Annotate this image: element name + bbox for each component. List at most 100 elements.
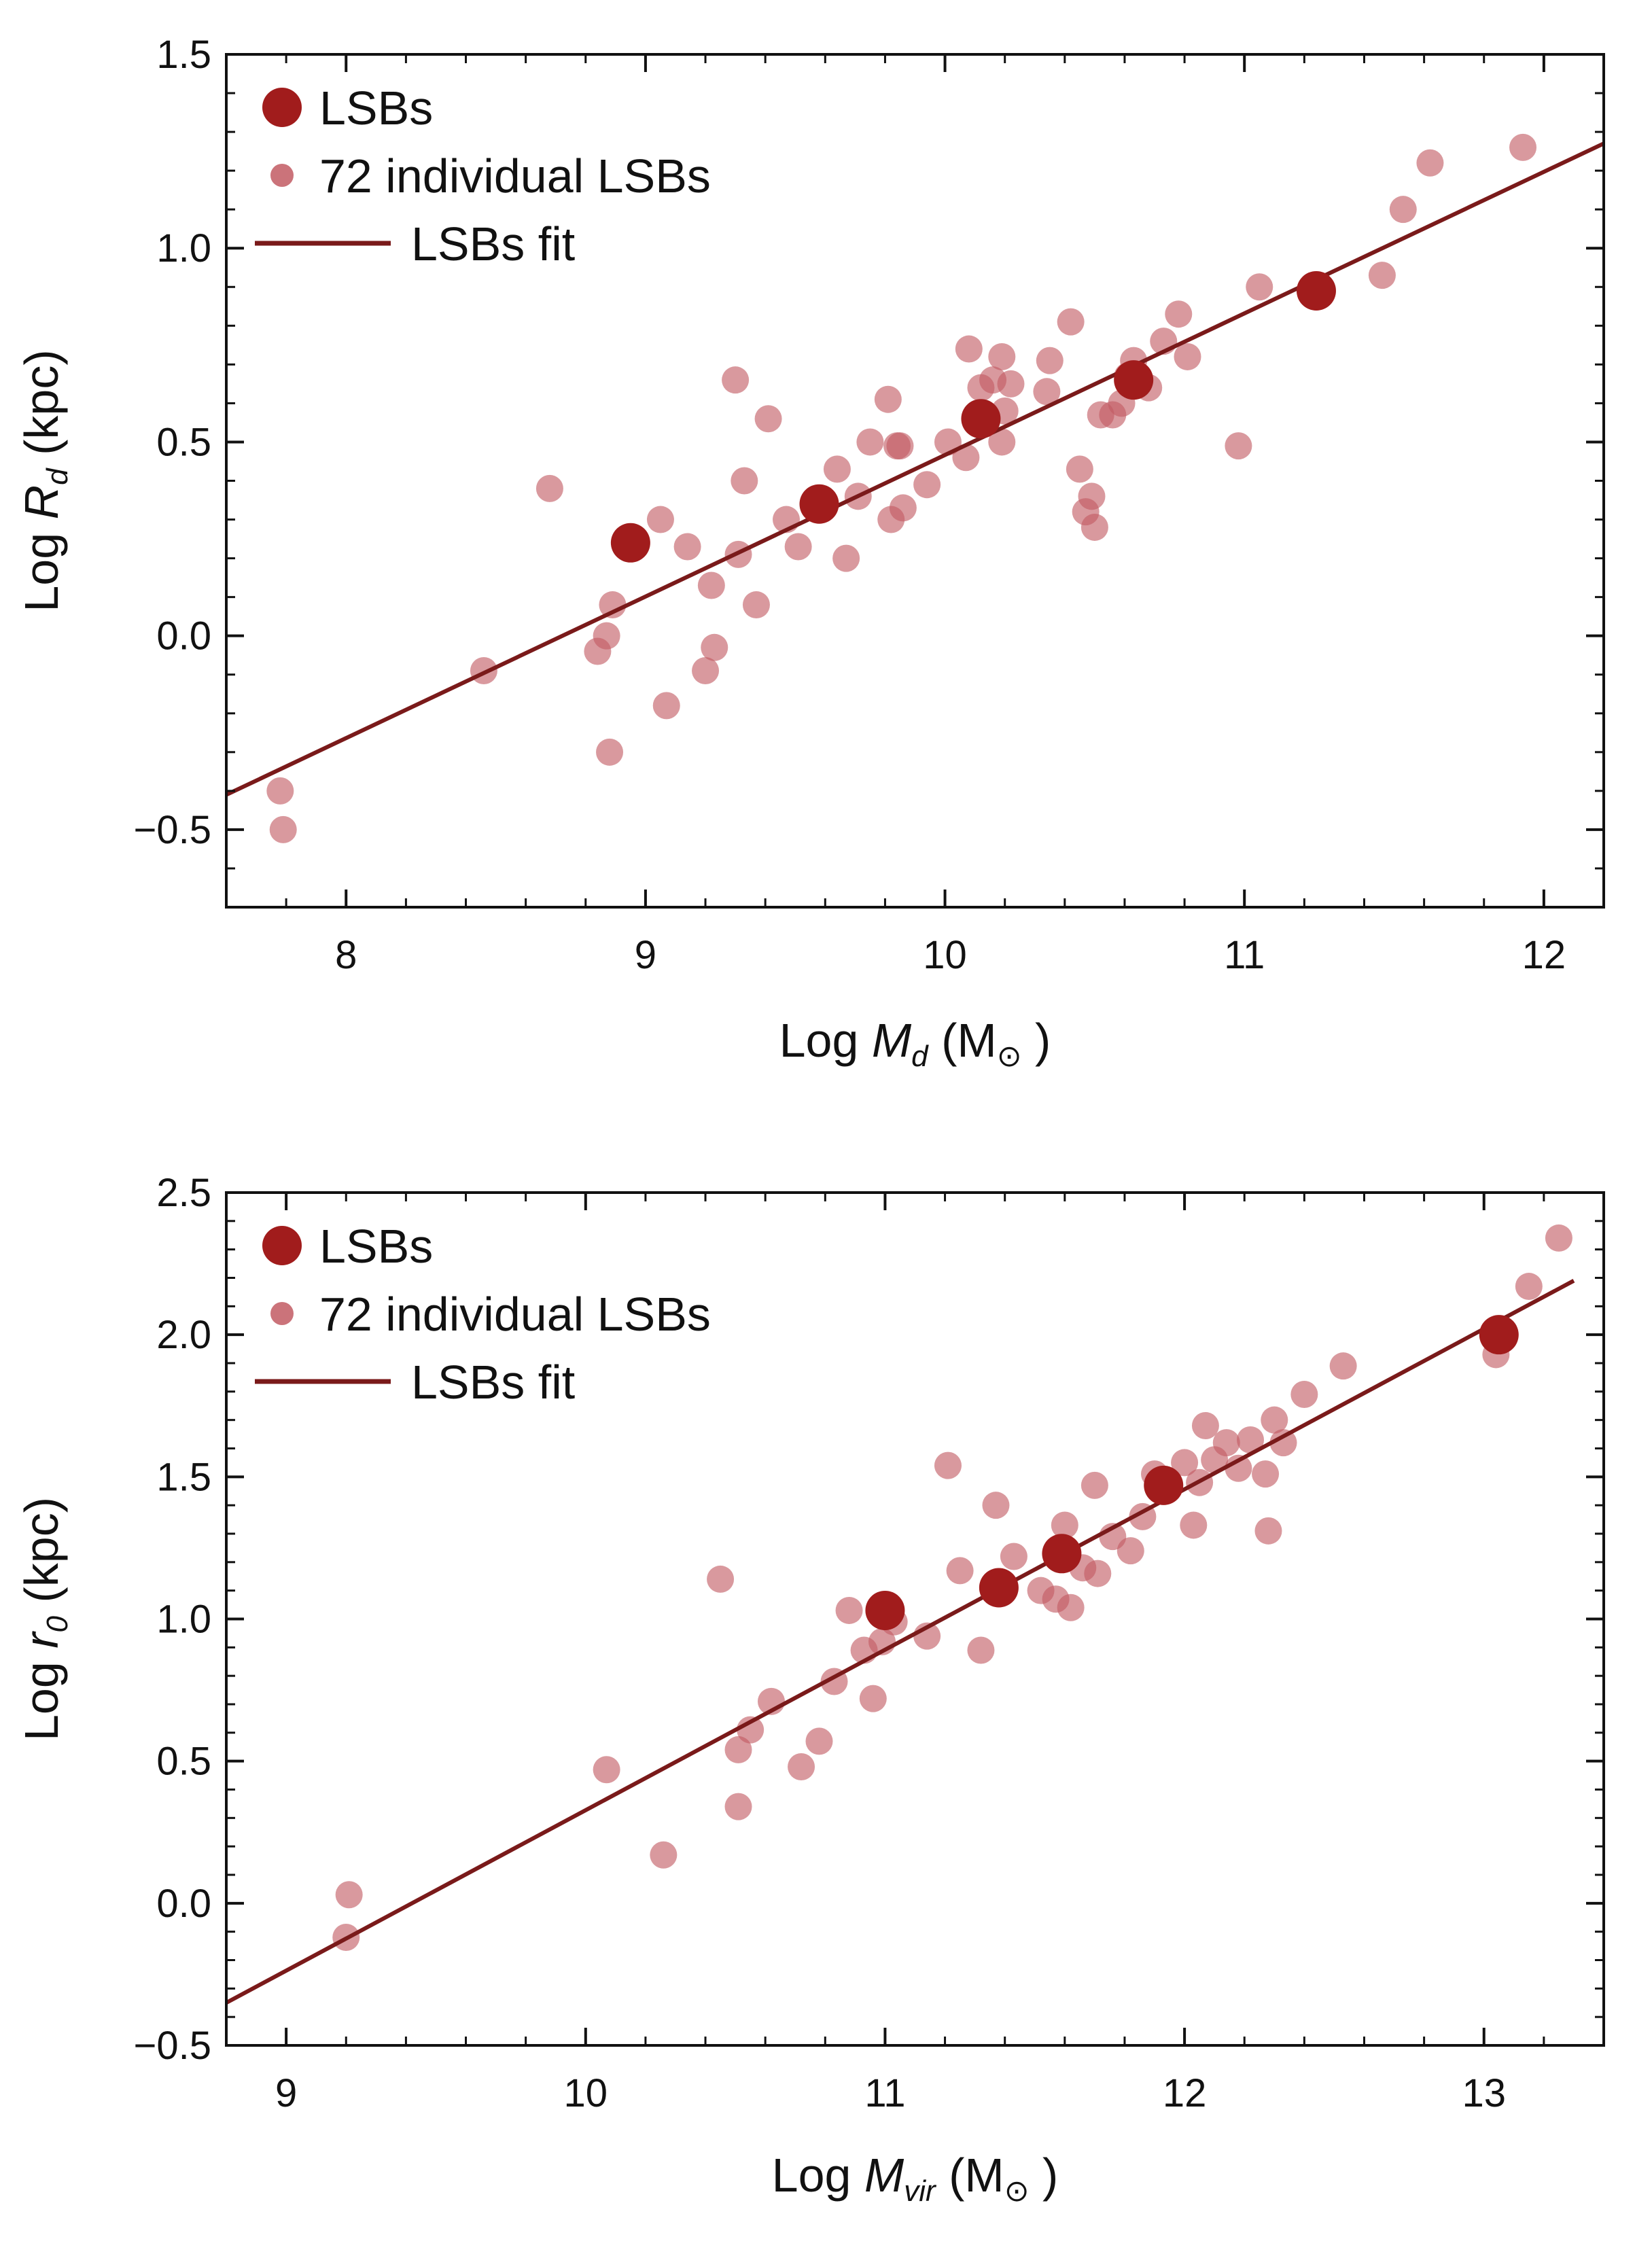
individual-lsb-point: [652, 692, 680, 720]
y-axis-title-prefix: Log: [15, 519, 68, 612]
individual-lsb-point: [859, 1685, 887, 1712]
binned-lsb-point: [1296, 270, 1336, 311]
y-tick-label: 0.5: [156, 420, 211, 464]
individual-lsb-point: [650, 1841, 678, 1869]
individual-lsb-point: [1290, 1381, 1318, 1409]
individual-lsb-point: [673, 533, 701, 561]
individual-lsb-point: [596, 738, 624, 766]
x-axis-title-prefix: Log: [772, 2149, 864, 2202]
individual-lsb-point: [1509, 133, 1537, 161]
x-axis-title-symbol: M: [872, 1014, 912, 1067]
individual-lsb-point: [1389, 196, 1417, 224]
y-tick-label: 0.5: [156, 1740, 211, 1784]
individual-lsb-point: [1545, 1224, 1572, 1252]
individual-lsb-point: [946, 1557, 974, 1585]
individual-lsb-point: [724, 1736, 752, 1763]
x-axis-title: Log Md (M⊙ ): [779, 1014, 1051, 1073]
x-tick-label: 9: [275, 2071, 297, 2115]
individual-lsb-point: [599, 591, 627, 619]
x-axis-title-unit: (M: [928, 1014, 997, 1067]
y-axis-title-subscript: d: [41, 468, 74, 485]
x-tick-label: 8: [335, 933, 357, 977]
individual-lsb-point: [997, 370, 1025, 398]
y-tick-label: 0.0: [156, 1882, 211, 1926]
y-axis-title: Log r0 (kpc): [15, 1497, 74, 1741]
individual-lsb-point: [1269, 1429, 1297, 1457]
x-axis-title-prefix: Log: [779, 1014, 872, 1067]
y-tick-label: −0.5: [134, 808, 212, 852]
individual-lsb-point: [1515, 1273, 1543, 1301]
x-axis-title: Log Mvir (M⊙ ): [772, 2149, 1059, 2208]
y-tick-label: 2.0: [156, 1313, 211, 1357]
individual-lsb-point: [1066, 455, 1093, 483]
individual-lsb-point: [1000, 1543, 1027, 1570]
individual-lsb-point: [1212, 1429, 1240, 1457]
binned-lsb-point: [961, 399, 1001, 439]
x-tick-label: 11: [864, 2071, 905, 2115]
individual-lsb-point: [646, 506, 674, 533]
individual-lsb-point: [1078, 482, 1106, 510]
y-tick-label: −0.5: [134, 2024, 212, 2068]
x-tick-label: 12: [1522, 933, 1566, 977]
individual-lsb-point: [701, 633, 728, 661]
individual-lsb-point: [1329, 1352, 1357, 1380]
y-axis-title-symbol: R: [15, 485, 68, 520]
individual-lsb-point: [593, 622, 620, 650]
legend-marker-lsbs: [262, 1226, 302, 1265]
individual-lsb-point: [335, 1881, 363, 1909]
x-axis-title-close: ): [1022, 1014, 1051, 1067]
individual-lsb-point: [1051, 1511, 1078, 1539]
legend-label-individual: 72 individual LSBs: [319, 1288, 711, 1341]
x-axis-title-close: ): [1030, 2149, 1059, 2202]
individual-lsb-point: [1225, 1454, 1252, 1482]
individual-lsb-point: [886, 432, 914, 460]
legend: LSBs 72 individual LSBs LSBs fit: [255, 1220, 711, 1409]
individual-lsb-point: [1180, 1511, 1208, 1539]
individual-lsb-point: [952, 444, 980, 472]
x-tick-label: 13: [1462, 2071, 1506, 2115]
individual-lsb-point: [788, 1753, 815, 1781]
individual-lsb-point: [737, 1716, 765, 1744]
x-tick-label: 9: [635, 933, 656, 977]
y-axis-title: Log Rd (kpc): [15, 349, 74, 612]
individual-lsb-point: [754, 405, 782, 433]
y-tick-label: 1.5: [156, 33, 211, 77]
individual-lsb-point: [1368, 262, 1396, 289]
individual-lsb-point: [1036, 347, 1064, 374]
individual-lsb-point: [1174, 342, 1201, 370]
individual-lsb-point: [967, 1636, 995, 1664]
individual-lsb-point: [692, 657, 720, 685]
x-axis-title-subscript: vir: [904, 2174, 937, 2208]
individual-lsb-point: [1191, 1412, 1219, 1440]
individual-lsb-point: [1237, 1426, 1265, 1454]
y-axis-title-symbol: r: [15, 1631, 68, 1649]
individual-lsb-point: [742, 591, 770, 619]
y-axis-title-subscript: 0: [41, 1615, 74, 1632]
legend-marker-individual: [270, 164, 294, 187]
individual-lsb-point: [593, 1756, 620, 1784]
individual-lsb-point: [934, 1451, 962, 1479]
x-axis-title-sun: ⊙: [997, 1040, 1022, 1073]
individual-lsb-point: [1252, 1460, 1280, 1488]
y-tick-label: 1.0: [156, 226, 211, 270]
individual-lsb-point: [1084, 1560, 1112, 1587]
individual-lsb-point: [982, 1492, 1010, 1519]
lsb-fit-line: [226, 1279, 1575, 2005]
lsb-fit-line: [226, 141, 1604, 797]
legend-marker-lsbs: [262, 88, 302, 127]
binned-lsb-point: [1114, 360, 1154, 400]
individual-lsb-point: [1057, 308, 1085, 336]
y-tick-label: 1.0: [156, 1598, 211, 1642]
individual-lsb-point: [724, 1793, 752, 1820]
individual-lsb-point: [697, 571, 725, 599]
individual-lsb-point: [266, 777, 294, 805]
plot-area: [226, 1224, 1575, 2005]
individual-lsb-point: [955, 335, 983, 363]
individual-lsb-point: [1080, 1471, 1108, 1499]
binned-lsb-point: [1479, 1315, 1519, 1355]
binned-lsb-point: [1042, 1534, 1082, 1574]
individual-lsb-point: [1080, 513, 1108, 541]
x-axis-title-symbol: M: [864, 2149, 904, 2202]
individual-lsb-point: [1416, 149, 1444, 177]
individual-lsb-point: [1171, 1449, 1199, 1477]
